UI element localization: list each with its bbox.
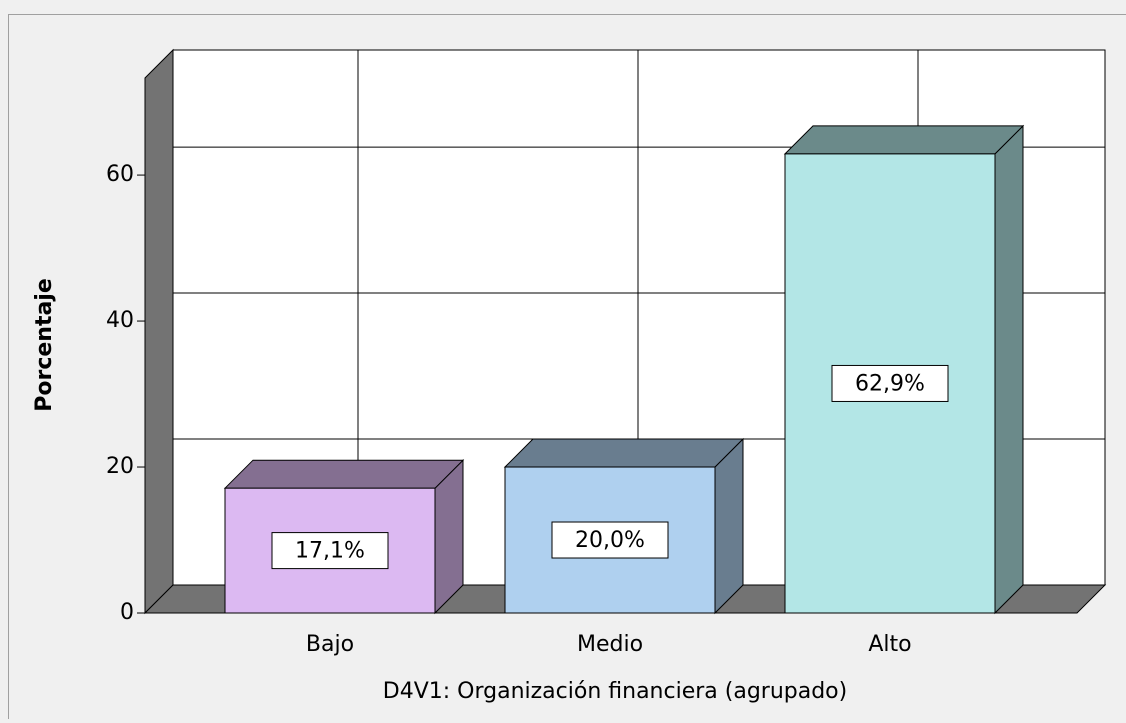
bar-top [225,460,463,488]
bar-side [715,439,743,613]
x-tick-label: Alto [868,632,911,657]
y-axis-title: Porcentaje [32,278,57,412]
y-tick-label: 0 [120,600,134,625]
left-wall [145,50,173,613]
value-label: 62,9% [855,371,925,396]
value-label: 17,1% [295,539,365,564]
y-tick-label: 40 [106,308,134,333]
x-tick-label: Bajo [306,632,354,657]
x-axis-title: D4V1: Organización financiera (agrupado) [383,679,847,704]
bar-top [785,126,1023,154]
bar-side [995,126,1023,613]
y-tick-label: 60 [106,162,134,187]
value-label: 20,0% [575,528,645,553]
bar-top [505,439,743,467]
y-tick-label: 20 [106,454,134,479]
x-tick-label: Medio [577,632,643,657]
